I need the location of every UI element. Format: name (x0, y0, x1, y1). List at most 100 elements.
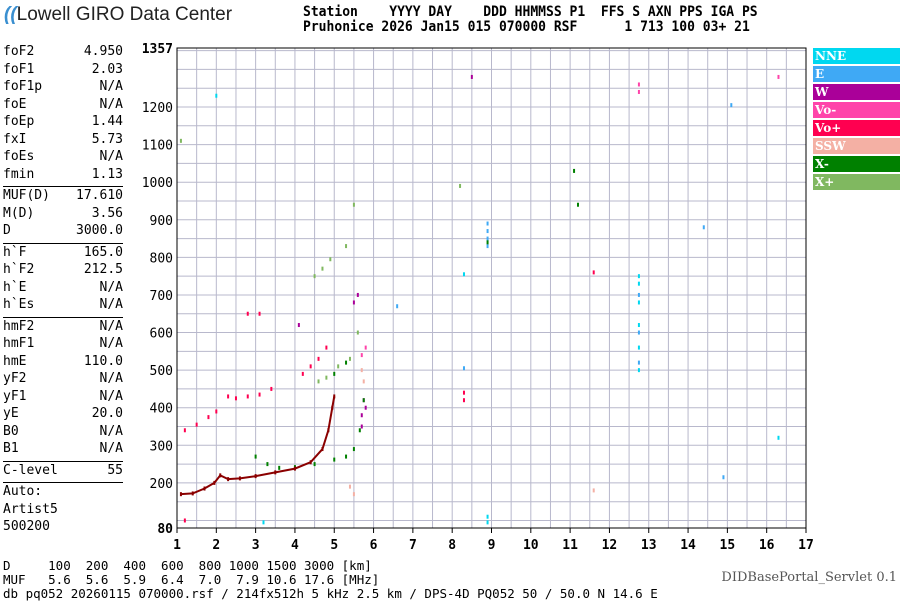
data-point (246, 394, 249, 399)
param-value: 165.0 (83, 244, 123, 260)
param-value: N/A (99, 96, 123, 112)
data-point (313, 274, 316, 279)
legend-voplus: Vo+ (813, 120, 900, 136)
legend: NNE E W Vo- Vo+ SSW X- X+ (813, 48, 900, 192)
param-row: hmE 110.0 (3, 354, 123, 372)
data-point (573, 168, 576, 173)
data-point (360, 353, 363, 358)
y-tick-label: 900 (150, 214, 173, 229)
divider (3, 460, 123, 462)
param-value: 20.0 (91, 406, 123, 421)
x-tick-label: 16 (759, 538, 775, 553)
param-name: hmF2 (3, 318, 35, 334)
data-point (266, 462, 269, 467)
data-point (352, 300, 355, 305)
data-point (360, 424, 363, 429)
param-row: hmF2 N/A (3, 319, 123, 337)
data-point (358, 428, 361, 433)
param-row: foF2 4.950 (3, 44, 123, 62)
x-tick-label: 7 (409, 538, 417, 553)
auto-label: Auto: (3, 484, 43, 499)
data-point (462, 366, 465, 371)
y-tick-label: 400 (150, 402, 173, 417)
x-tick-label: 1 (173, 538, 181, 553)
data-point (246, 311, 249, 316)
param-name: h`Es (3, 297, 35, 312)
param-value: N/A (99, 318, 123, 334)
data-point (227, 394, 230, 399)
data-point (360, 368, 363, 373)
x-tick-label: 9 (488, 538, 496, 553)
param-value: N/A (99, 149, 123, 164)
legend-e: E (813, 66, 900, 82)
x-tick-label: 3 (252, 538, 260, 553)
data-point (360, 413, 363, 418)
header-labels: Station YYYY DAY DDD HHMMSS P1 FFS S AXN… (303, 4, 758, 20)
y-tick-label: 80 (157, 522, 173, 537)
legend-ssw: SSW (813, 138, 900, 154)
data-point (637, 368, 640, 373)
x-tick-label: 15 (720, 538, 736, 553)
data-point (722, 475, 725, 480)
data-point (730, 103, 733, 108)
x-tick-label: 2 (212, 538, 220, 553)
data-point (637, 345, 640, 350)
y-tick-label: 1200 (142, 101, 173, 116)
data-point (459, 183, 462, 188)
param-value: 17.610 (76, 188, 123, 203)
distance-row: D 100 200 400 600 800 1000 1500 3000 [km… (3, 558, 372, 573)
param-value: N/A (99, 441, 123, 456)
param-value: N/A (99, 79, 123, 94)
y-tick-label: 1000 (142, 176, 173, 191)
data-point (486, 514, 489, 519)
data-point (486, 221, 489, 226)
data-point (486, 240, 489, 245)
logo: ((Lowell GIRO Data Center (4, 4, 232, 26)
param-row: foEs N/A (3, 149, 123, 167)
param-row: h`E N/A (3, 280, 123, 298)
data-point (486, 236, 489, 241)
wifi-logo-icon: (( (4, 4, 17, 25)
param-name: B0 (3, 423, 19, 439)
param-name: fmin (3, 166, 35, 182)
x-tick-label: 11 (562, 538, 578, 553)
muf-row: MUF 5.6 5.6 5.9 6.4 7.0 7.9 10.6 17.6 [M… (3, 572, 380, 587)
data-point (337, 364, 340, 369)
data-point (637, 300, 640, 305)
param-name: foEp (3, 114, 35, 129)
param-row: foE N/A (3, 97, 123, 115)
param-name: foF1 (3, 61, 35, 77)
data-point (215, 93, 218, 98)
data-point (345, 360, 348, 365)
x-tick-label: 10 (523, 538, 539, 553)
data-point (462, 390, 465, 395)
data-point (325, 345, 328, 350)
param-row: D 3000.0 (3, 223, 123, 241)
param-name: h`E (3, 279, 27, 295)
station-header: Station YYYY DAY DDD HHMMSS P1 FFS S AXN… (303, 5, 758, 35)
data-point (333, 371, 336, 376)
param-value: N/A (99, 297, 123, 312)
param-name: yF2 (3, 371, 27, 386)
param-row: h`F2 212.5 (3, 262, 123, 280)
data-point (364, 345, 367, 350)
param-value: 212.5 (83, 262, 123, 277)
y-tick-label: 800 (150, 251, 173, 266)
y-tick-label: 1100 (142, 139, 173, 154)
param-value: 1.13 (91, 166, 123, 182)
param-value: 2.03 (91, 61, 123, 77)
param-value: N/A (99, 423, 123, 439)
data-point (637, 274, 640, 279)
param-row: C-level 55 (3, 463, 123, 481)
param-name: MUF(D) (3, 188, 50, 203)
divider (3, 316, 123, 318)
param-name: foE (3, 96, 27, 112)
param-name: fxI (3, 131, 27, 147)
x-tick-label: 14 (680, 538, 696, 553)
param-row: yE 20.0 (3, 406, 123, 424)
param-name: yE (3, 406, 19, 421)
param-value: N/A (99, 388, 123, 404)
data-point (637, 89, 640, 94)
file-info: db pq052 20260115 070000.rsf / 214fx512h… (3, 586, 658, 601)
x-tick-label: 6 (370, 538, 378, 553)
